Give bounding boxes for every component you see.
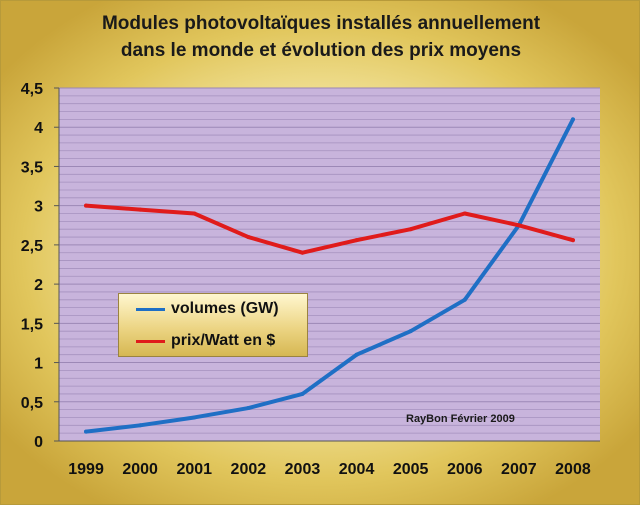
y-tick-label: 4 bbox=[34, 120, 43, 137]
y-tick-label: 0,5 bbox=[21, 395, 43, 412]
x-tick-label: 2007 bbox=[501, 461, 537, 478]
x-tick-label: 1999 bbox=[68, 461, 104, 478]
data-point-0-9 bbox=[570, 117, 575, 122]
legend-label-prix: prix/Watt en $ bbox=[171, 332, 276, 349]
data-point-1-6 bbox=[408, 227, 413, 232]
x-tick-label: 2006 bbox=[447, 461, 483, 478]
x-tick-label: 2002 bbox=[231, 461, 267, 478]
data-point-0-6 bbox=[408, 329, 413, 334]
y-tick-label: 0 bbox=[34, 434, 43, 451]
chart-title-line-2: dans le monde et évolution des prix moye… bbox=[120, 40, 522, 61]
x-tick-label: 2004 bbox=[339, 461, 375, 478]
legend-swatch-prix bbox=[136, 339, 165, 343]
data-point-1-3 bbox=[246, 235, 251, 240]
data-point-0-1 bbox=[138, 423, 143, 428]
y-tick-label: 1,5 bbox=[21, 316, 43, 333]
y-tick-label: 3 bbox=[34, 199, 43, 216]
y-axis: 0 0,5 1 1,5 2 2,5 3 3,5 4 4,5 bbox=[21, 81, 59, 451]
legend: volumes (GW) prix/Watt en $ bbox=[118, 293, 308, 357]
series-line-1 bbox=[84, 203, 575, 255]
data-point-1-0 bbox=[84, 203, 89, 208]
data-point-0-3 bbox=[246, 406, 251, 411]
data-point-0-5 bbox=[354, 352, 359, 357]
x-tick-label: 2000 bbox=[122, 461, 158, 478]
y-tick-label: 2 bbox=[34, 277, 43, 294]
data-point-1-4 bbox=[300, 250, 305, 255]
x-tick-label: 2003 bbox=[285, 461, 321, 478]
data-point-1-8 bbox=[516, 223, 521, 228]
data-point-1-5 bbox=[354, 238, 359, 243]
data-point-1-2 bbox=[192, 211, 197, 216]
series-line-0 bbox=[84, 117, 575, 434]
y-tick-label: 4,5 bbox=[21, 81, 43, 98]
data-point-1-7 bbox=[462, 211, 467, 216]
data-point-0-2 bbox=[192, 415, 197, 420]
legend-swatch-volumes bbox=[136, 307, 165, 311]
x-tick-label: 2001 bbox=[176, 461, 212, 478]
chart-title-line-1: Modules photovoltaïques installés annuel… bbox=[101, 13, 541, 34]
plot-area bbox=[59, 88, 600, 441]
data-point-0-7 bbox=[462, 297, 467, 302]
x-axis: 1999 2000 2001 2002 2003 2004 2005 2006 2007 2008 bbox=[68, 461, 591, 478]
data-point-0-0 bbox=[84, 429, 89, 434]
legend-label-volumes: volumes (GW) bbox=[171, 300, 279, 317]
y-tick-label: 2,5 bbox=[21, 238, 43, 255]
data-point-0-4 bbox=[300, 391, 305, 396]
annotation-credit: RayBon Février 2009 bbox=[406, 413, 515, 425]
y-tick-label: 1 bbox=[34, 356, 43, 373]
y-tick-label: 3,5 bbox=[21, 159, 43, 176]
x-tick-label: 2008 bbox=[555, 461, 591, 478]
legend-item-prix: prix/Watt en $ bbox=[119, 329, 275, 353]
legend-item-volumes: volumes (GW) bbox=[119, 297, 279, 321]
data-point-1-1 bbox=[138, 207, 143, 212]
x-tick-label: 2005 bbox=[393, 461, 429, 478]
series-lines bbox=[84, 117, 575, 434]
data-point-1-9 bbox=[570, 238, 575, 243]
